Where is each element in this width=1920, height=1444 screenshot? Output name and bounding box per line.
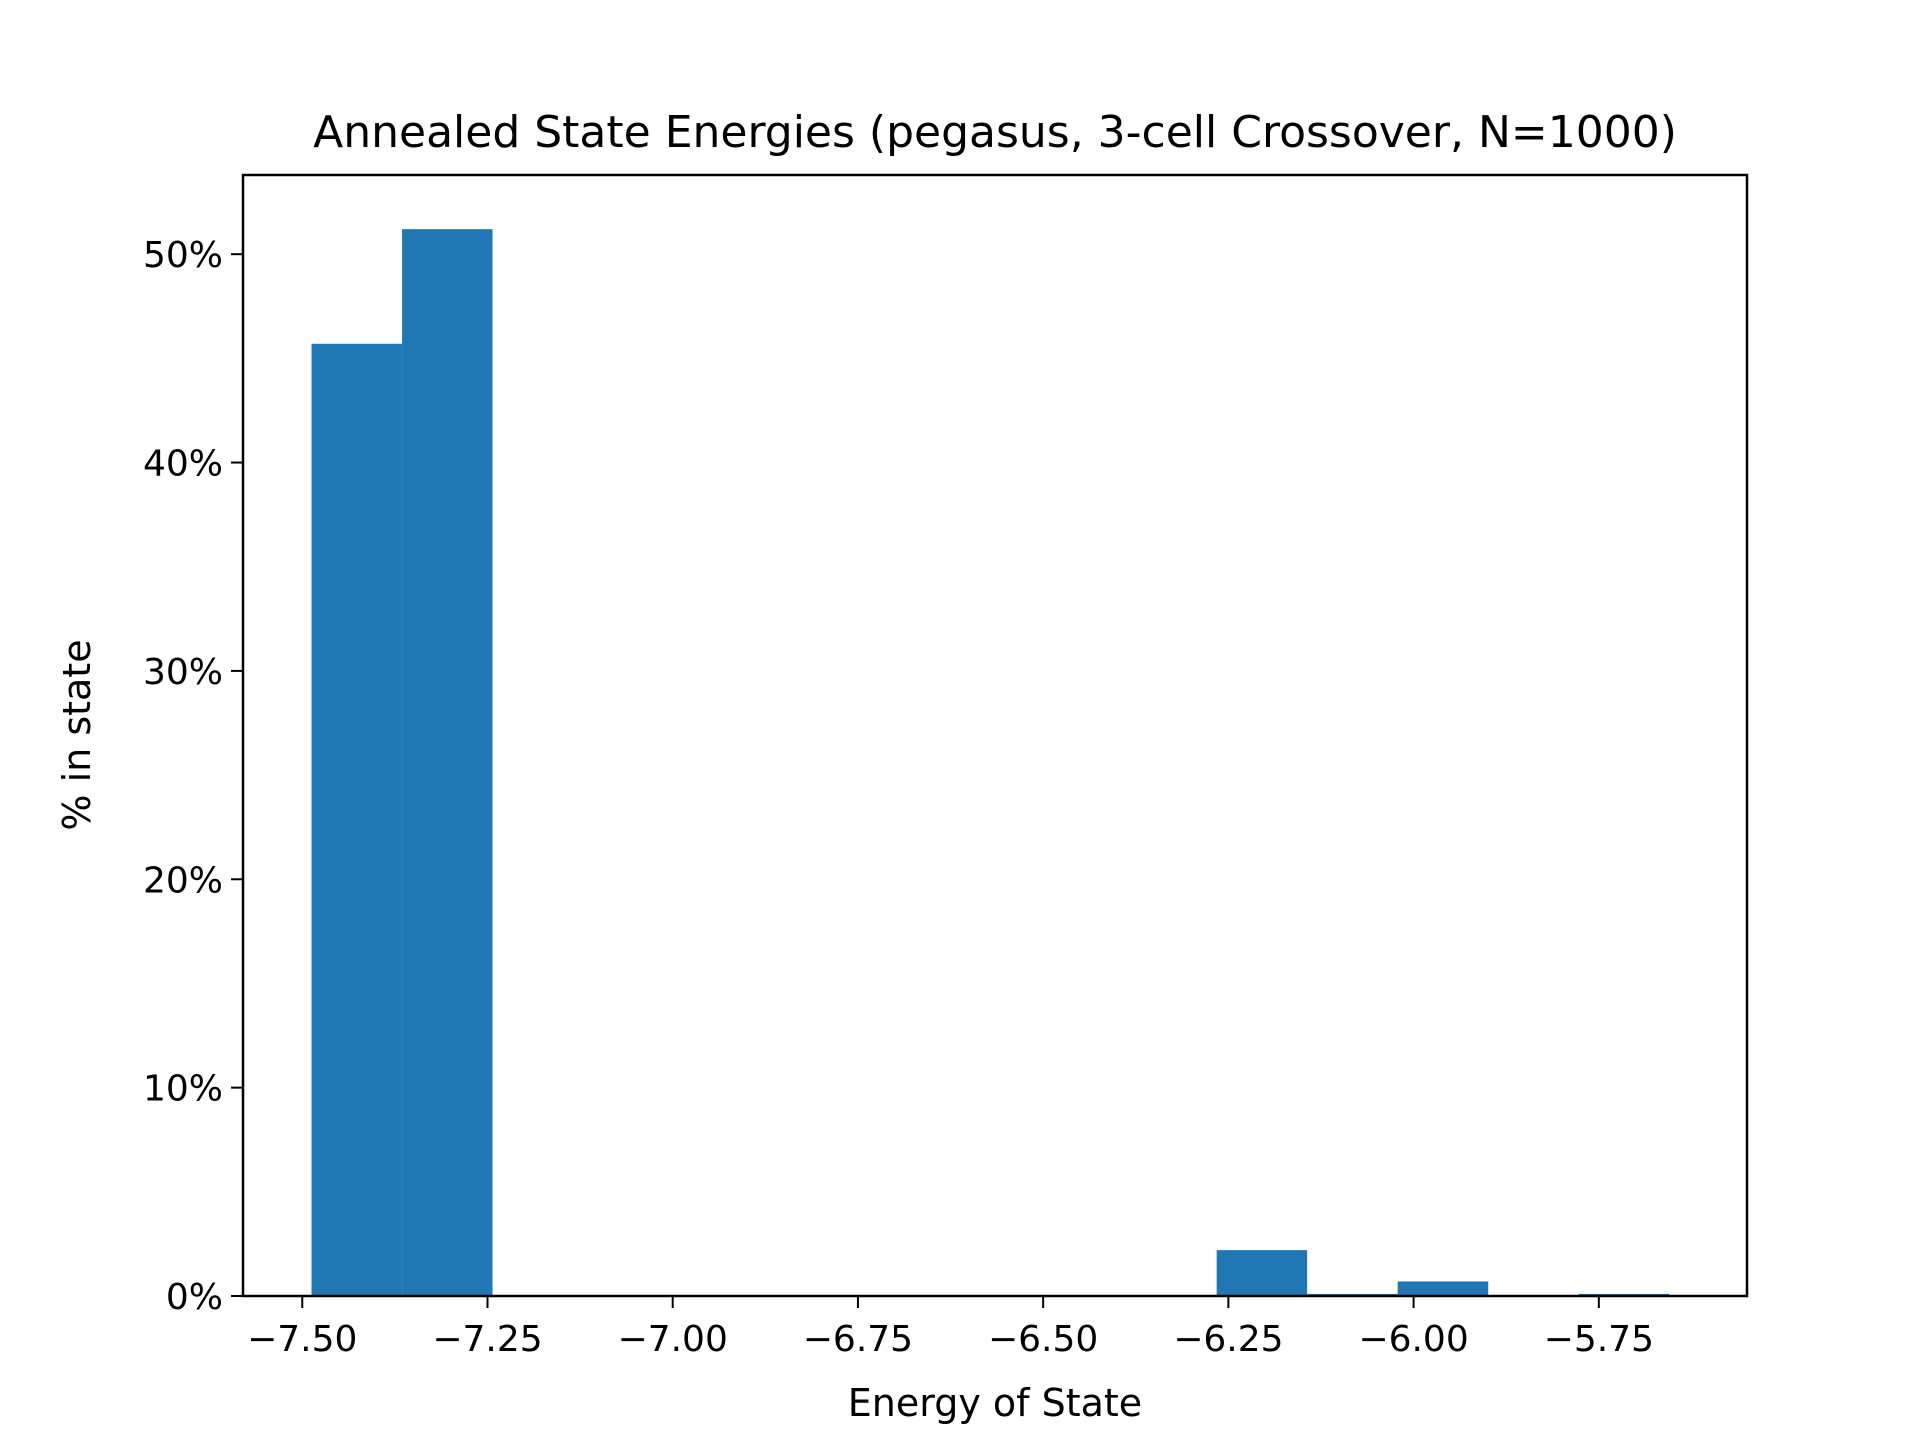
x-tick-label: −7.25 <box>432 1319 542 1360</box>
y-tick-label: 40% <box>143 444 223 485</box>
y-tick-label: 20% <box>143 860 223 901</box>
x-tick-label: −5.75 <box>1544 1319 1654 1360</box>
histogram-bar <box>1397 1281 1489 1296</box>
y-tick-label: 50% <box>143 235 223 276</box>
y-tick-label: 10% <box>143 1069 223 1110</box>
x-tick-label: −6.00 <box>1358 1319 1468 1360</box>
x-tick-label: −7.00 <box>618 1319 728 1360</box>
histogram-bar <box>1216 1250 1308 1296</box>
histogram-bar <box>402 229 493 1296</box>
x-tick-label: −6.25 <box>1173 1319 1283 1360</box>
x-tick-label: −6.50 <box>988 1319 1098 1360</box>
x-tick-label: −6.75 <box>803 1319 913 1360</box>
x-tick-label: −7.50 <box>247 1319 357 1360</box>
x-axis-label: Energy of State <box>848 1381 1142 1425</box>
y-tick-label: 0% <box>166 1277 223 1318</box>
y-axis-label: % in state <box>55 639 99 830</box>
histogram-bar <box>311 343 403 1296</box>
bars-layer <box>311 229 1670 1296</box>
chart-title: Annealed State Energies (pegasus, 3-cell… <box>313 107 1677 158</box>
y-tick-label: 30% <box>143 652 223 693</box>
y-axis: 0% 10% 20% 30% 40% 50% <box>143 235 243 1318</box>
x-axis: −7.50 −7.25 −7.00 −6.75 −6.50 −6.25 −6.00 −5.75 <box>247 1296 1654 1360</box>
plot-frame <box>241 173 1749 1298</box>
